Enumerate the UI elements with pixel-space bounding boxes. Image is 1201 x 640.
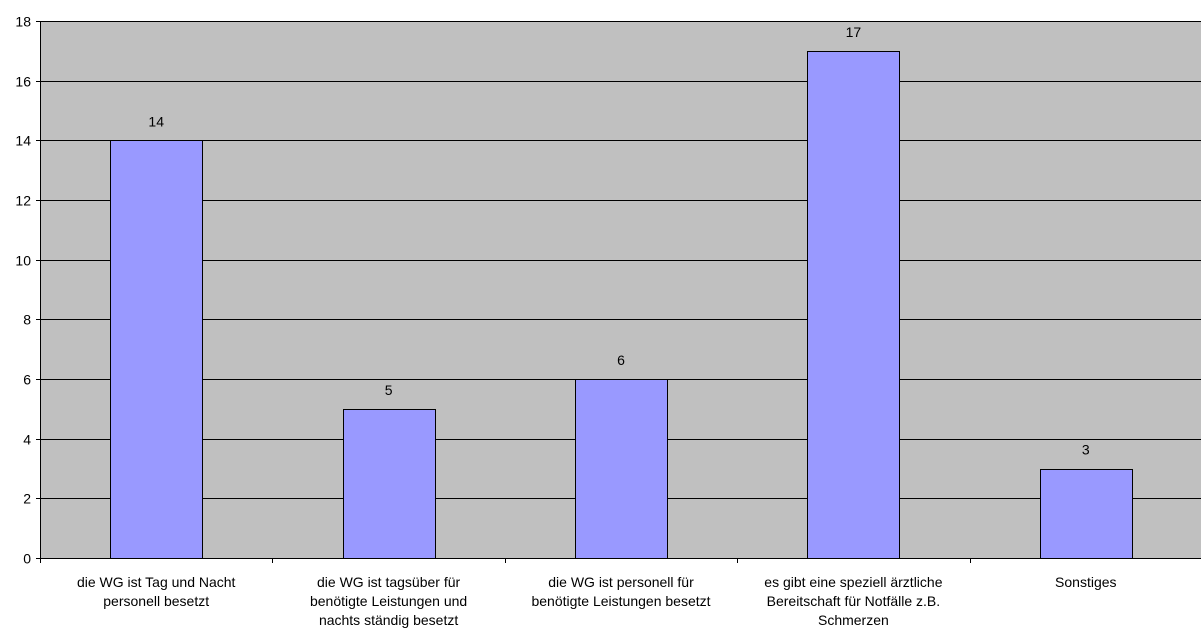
x-tick-label-line: die WG ist personell für: [548, 574, 694, 590]
x-tick-label-0: die WG ist Tag und Nacht personell besetz…: [77, 574, 236, 609]
x-tick-label-2: die WG ist personell für benötigte Leistu…: [531, 574, 710, 609]
y-tick-label-0: 0: [23, 551, 31, 567]
x-tick-label-line: Sonstiges: [1055, 574, 1116, 590]
bar-0: [111, 141, 203, 559]
bar-3: [808, 52, 900, 559]
x-tick-label-line: benötigte Leistungen und: [310, 593, 467, 609]
y-tick-label-12: 12: [15, 193, 31, 209]
x-tick-label-line: nachts ständig besetzt: [319, 612, 458, 628]
y-tick-label-14: 14: [15, 133, 31, 149]
x-tick-label-4: Sonstiges: [1055, 574, 1116, 590]
y-tick-label-16: 16: [15, 74, 31, 90]
y-tick-label-4: 4: [23, 432, 31, 448]
x-tick-label-line: Schmerzen: [818, 612, 889, 628]
y-tick-label-10: 10: [15, 253, 31, 269]
bar-4: [1041, 470, 1133, 559]
y-tick-labels: 0 2 4 6 8 10 12 14 16 18: [15, 14, 40, 567]
x-tick-label-line: es gibt eine speziell ärztliche: [764, 574, 942, 590]
data-label-1: 5: [385, 382, 393, 398]
data-label-2: 6: [617, 352, 625, 368]
data-label-3: 17: [846, 24, 862, 40]
y-tick-label-6: 6: [23, 372, 31, 388]
x-tick-label-line: benötigte Leistungen besetzt: [531, 593, 710, 609]
x-tick-label-3: es gibt eine speziell ärztliche Bereitsch…: [764, 574, 942, 628]
data-label-0: 14: [148, 113, 164, 129]
x-tick-label-line: die WG ist Tag und Nacht: [77, 574, 236, 590]
bar-2: [576, 380, 668, 559]
x-tick-label-1: die WG ist tagsüber für benötigte Leistun…: [310, 574, 467, 628]
x-tick-label-line: Bereitschaft für Notfälle z.B.: [767, 593, 941, 609]
y-tick-label-2: 2: [23, 491, 31, 507]
data-label-4: 3: [1082, 442, 1090, 458]
x-tick-labels: die WG ist Tag und Nacht personell besetz…: [41, 558, 1201, 628]
x-tick-label-line: personell besetzt: [103, 593, 209, 609]
x-tick-label-line: die WG ist tagsüber für: [317, 574, 461, 590]
y-tick-label-18: 18: [15, 14, 31, 30]
bar-1: [344, 410, 436, 559]
y-tick-label-8: 8: [23, 312, 31, 328]
